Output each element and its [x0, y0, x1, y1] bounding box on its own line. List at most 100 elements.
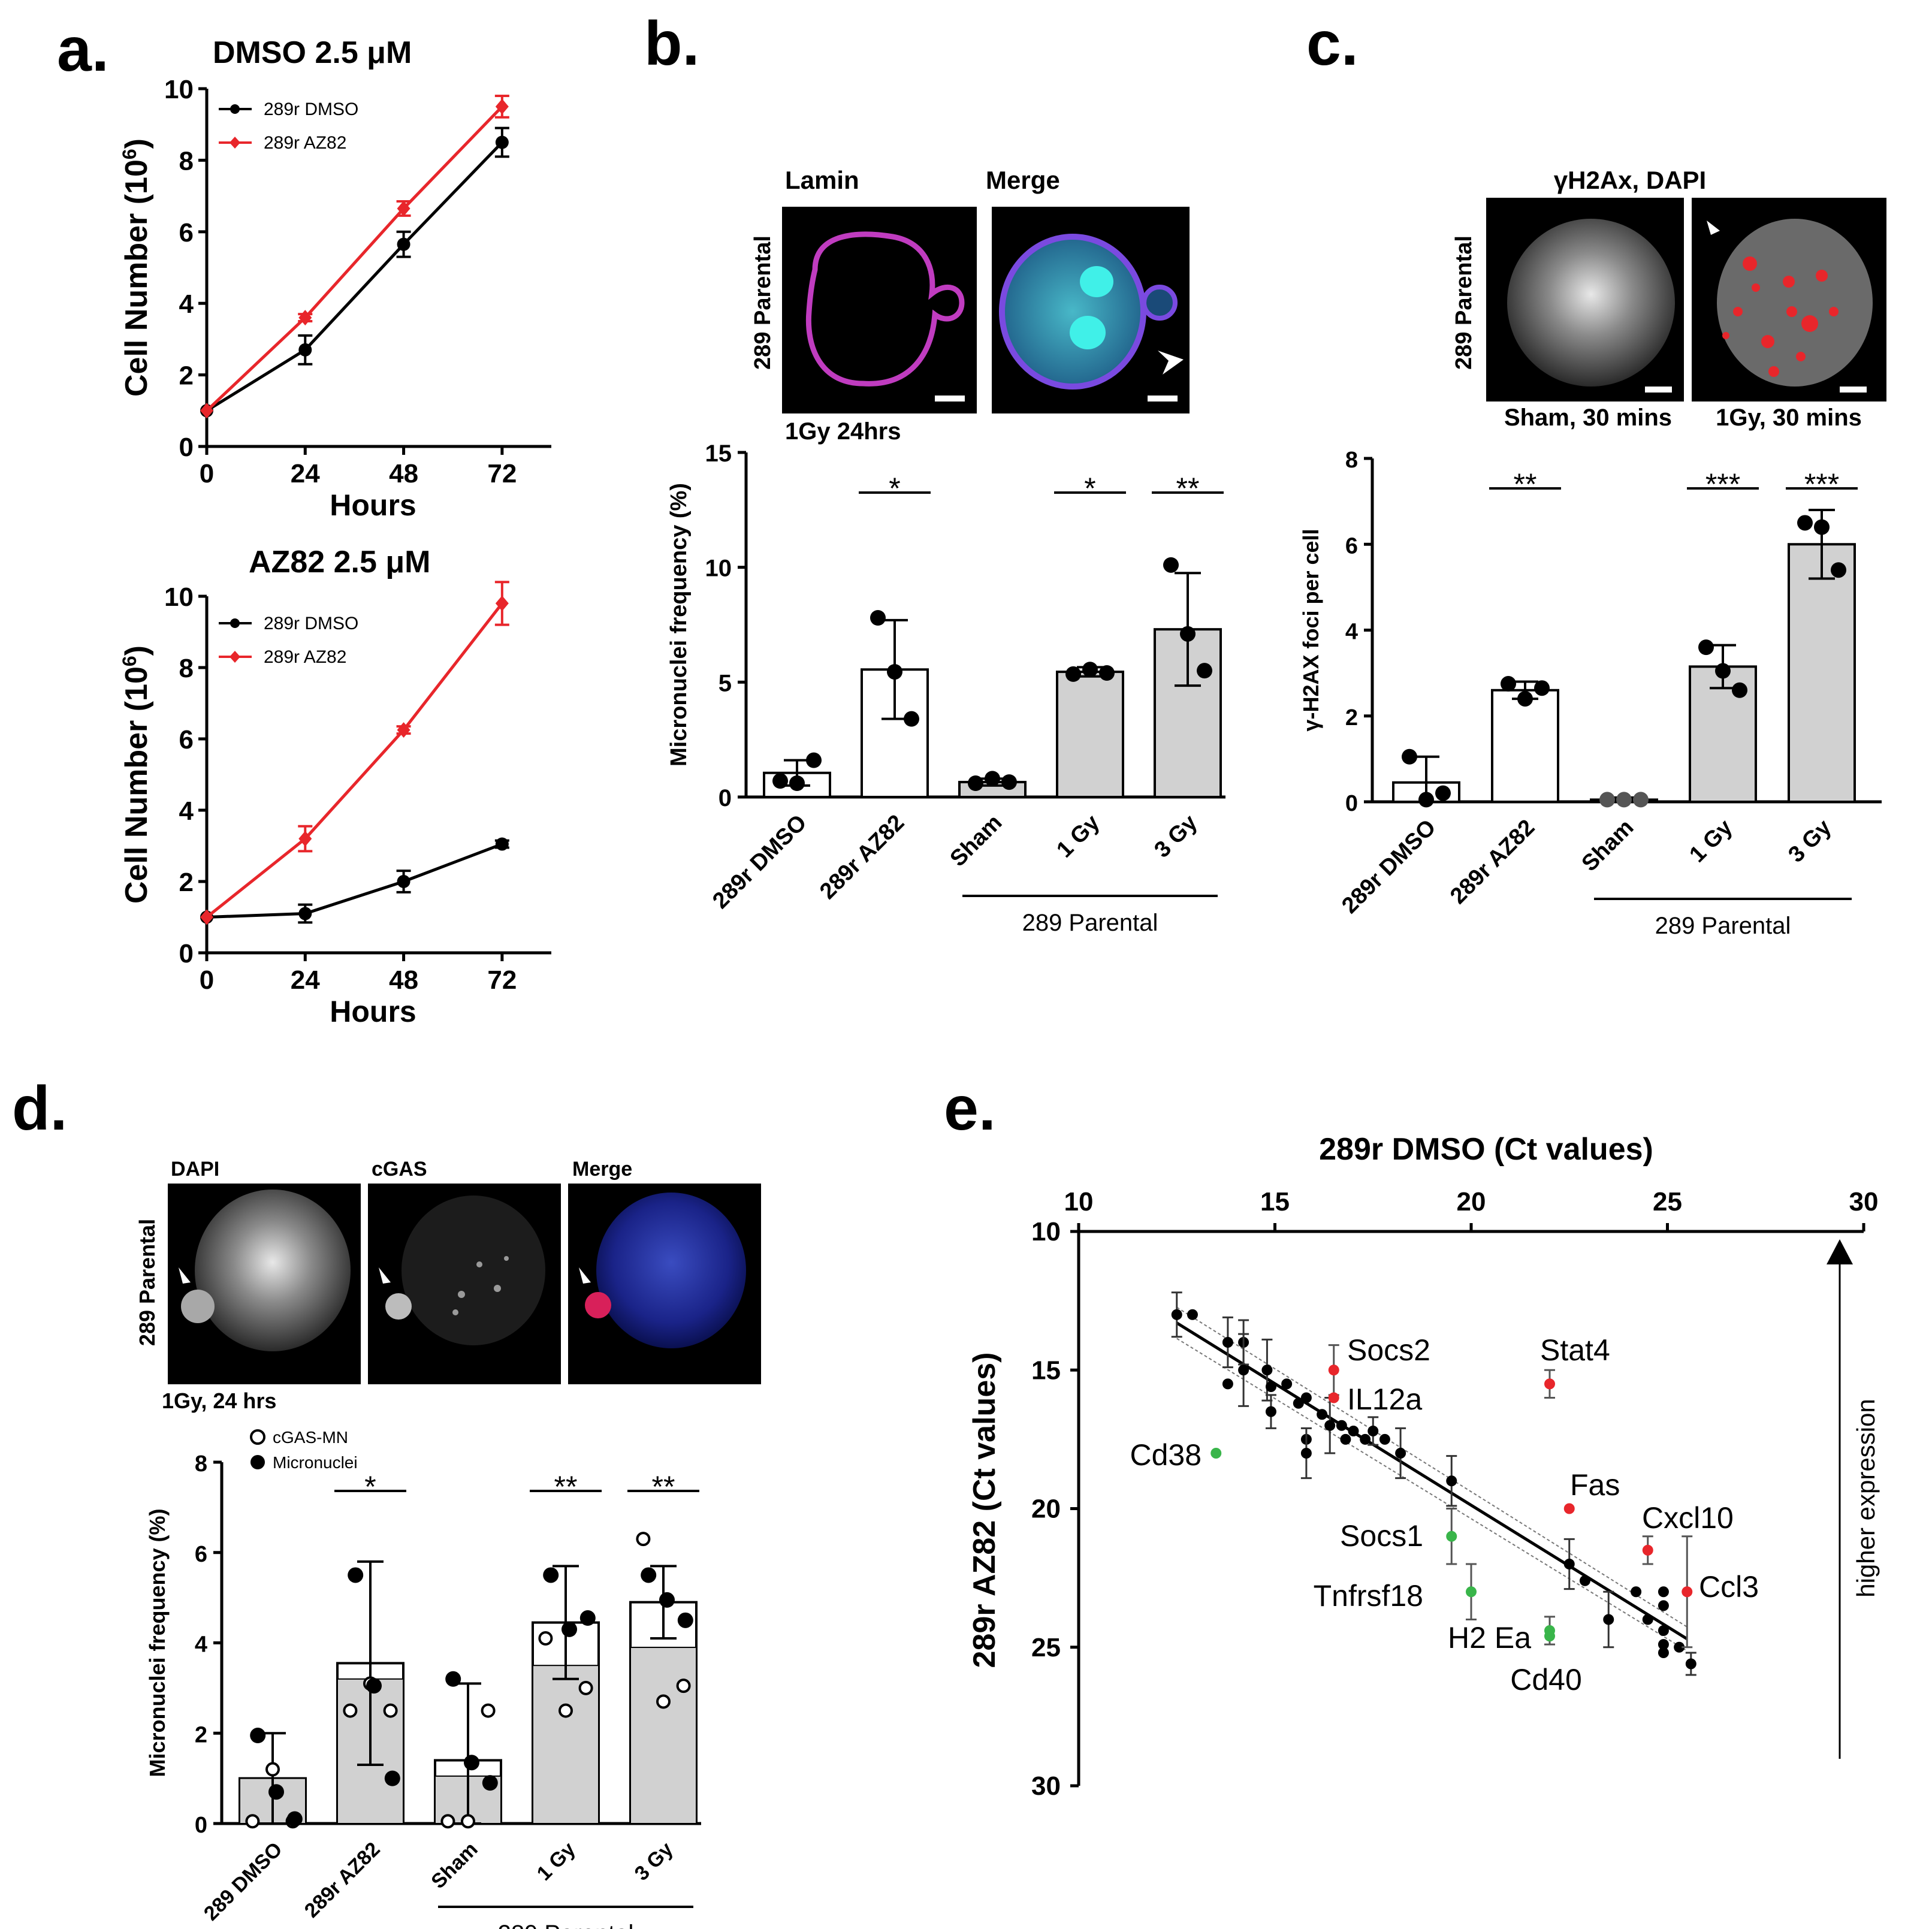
data-point [1317, 1409, 1328, 1420]
x-tick-label: 15 [1260, 1187, 1290, 1216]
y-axis-label: Micronuclei frequency (%) [145, 1508, 170, 1777]
series-line [206, 602, 503, 919]
data-point [1685, 1658, 1696, 1670]
data-point-open [245, 1814, 260, 1829]
group-label: 289 Parental [498, 1921, 634, 1929]
x-tick-label: 20 [1457, 1187, 1486, 1216]
y-tick-label: 6 [1345, 533, 1358, 559]
y-tick-label: 15 [1031, 1356, 1061, 1385]
data-point-open [343, 1703, 358, 1718]
micro-b-lamin-image [782, 207, 977, 413]
data-point [495, 98, 509, 114]
y-tick-label: 4 [179, 289, 194, 319]
data-point [1099, 665, 1115, 681]
y-tick-label: 20 [1031, 1495, 1061, 1524]
micro-b-arrowhead-icon [1158, 351, 1184, 375]
chart-title: AZ82 2.5 μM [249, 545, 430, 579]
data-point [495, 595, 509, 611]
micrograph-b: Lamin Merge 289 Parental 1Gy 24hrs [750, 166, 1190, 445]
x-tick-label: 72 [487, 459, 517, 488]
data-point [985, 771, 1000, 787]
y-tick-label: 8 [195, 1451, 207, 1477]
micro-b-lamin-ring [805, 231, 965, 387]
data-point [904, 711, 919, 727]
data-point [1261, 1365, 1273, 1376]
significance-label: * [889, 472, 900, 505]
y-axis-label: Cell Number (106) [119, 645, 154, 904]
y-axis-label: γ-H2AX foci per cell [1299, 529, 1323, 731]
highlighted-point [1328, 1365, 1339, 1376]
data-point [1603, 1614, 1614, 1625]
x-tick-label: 24 [291, 965, 320, 995]
micro-d-cgas-arrowhead-icon [379, 1267, 391, 1284]
data-point-filled [384, 1770, 400, 1786]
y-tick-label: 5 [719, 670, 732, 696]
micro-b-caption: 1Gy 24hrs [785, 418, 901, 445]
legend-marker [230, 104, 240, 114]
micro-d-cgas-speckles [452, 1256, 509, 1315]
legend-label: 289r AZ82 [264, 647, 346, 667]
highlighted-point [1544, 1631, 1555, 1642]
data-point [1379, 1433, 1390, 1445]
data-point-filled [543, 1567, 559, 1583]
data-point [1814, 519, 1830, 535]
significance-label: ** [1514, 467, 1537, 501]
point-label: H2 Ea [1448, 1621, 1531, 1655]
micrograph-d: DAPI cGAS Merge 289 Parental 1Gy, 24 hrs [135, 1158, 761, 1413]
micro-b-scalebar [935, 396, 965, 402]
data-point [1340, 1433, 1351, 1445]
micro-d-cgas-micronucleus [385, 1293, 412, 1320]
chart-e: 289r DMSO (Ct values) 10 15 20 25 30 10 15 20 25 3… [967, 1132, 1880, 1801]
legend-marker-filled [250, 1455, 265, 1469]
significance-label: * [364, 1470, 376, 1504]
x-tick-label: 25 [1653, 1187, 1682, 1216]
data-point-filled [562, 1621, 577, 1637]
y-tick-label: 10 [164, 75, 194, 104]
panel-label-a: a. [57, 15, 109, 84]
legend-label: 289r DMSO [264, 614, 358, 633]
y-tick-label: 4 [179, 796, 194, 826]
category-label: Sham [1577, 815, 1638, 877]
legend-label: 289r DMSO [264, 99, 358, 119]
data-point-filled [659, 1592, 675, 1608]
y-tick-label: 30 [1031, 1771, 1061, 1801]
data-point [1395, 1448, 1406, 1459]
y-tick-label: 0 [195, 1813, 207, 1838]
legend-marker [230, 137, 240, 149]
panel-label-b: b. [644, 9, 699, 79]
y-tick-label: 2 [1345, 705, 1358, 730]
data-point [495, 135, 509, 149]
x-tick-label: 10 [1064, 1187, 1094, 1216]
category-label: 289r DMSO [708, 810, 811, 914]
highlighted-point [1446, 1530, 1457, 1542]
x-tick-label: 0 [200, 459, 214, 488]
y-tick-label: 10 [705, 556, 732, 582]
data-point-filled [268, 1784, 284, 1800]
highlighted-point [1544, 1378, 1555, 1390]
micro-c-sham-nucleus [1507, 219, 1675, 387]
category-label: 1 Gy [1685, 815, 1737, 868]
data-point-open [461, 1814, 475, 1829]
x-tick-label: 24 [291, 459, 320, 488]
point-label: Socs1 [1340, 1519, 1423, 1553]
data-point [1642, 1614, 1653, 1625]
highlighted-point [1210, 1448, 1222, 1459]
y-tick-label: 2 [179, 868, 194, 897]
data-point [1065, 666, 1081, 682]
x-tick-label: 72 [487, 965, 517, 995]
data-point [1831, 562, 1846, 578]
data-point [1197, 663, 1212, 679]
data-point [1797, 515, 1813, 531]
point-label: Cxcl10 [1642, 1501, 1734, 1535]
data-point [1579, 1575, 1590, 1586]
micro-d-title-merge: Merge [572, 1158, 632, 1181]
data-point [1368, 1426, 1379, 1436]
x-tick-label: 48 [389, 459, 418, 488]
data-point [806, 752, 822, 768]
significance-label: * [1084, 472, 1095, 505]
confidence-band-lower [1176, 1338, 1688, 1652]
data-point [1348, 1426, 1359, 1436]
data-point [1732, 682, 1747, 698]
